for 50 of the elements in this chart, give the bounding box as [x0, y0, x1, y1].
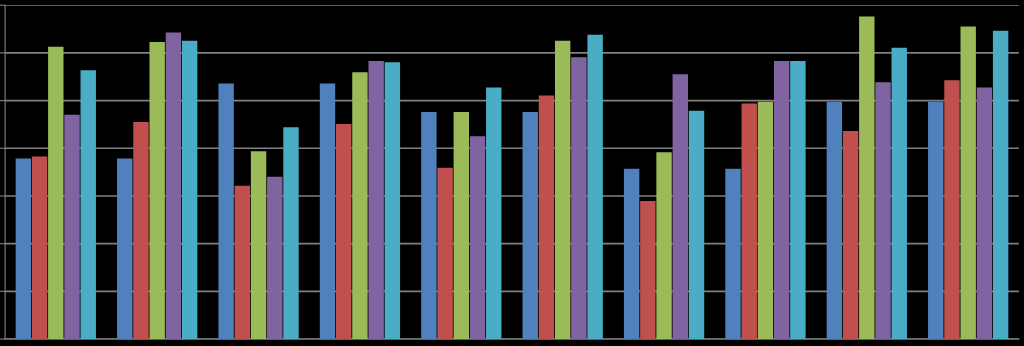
bar — [875, 82, 891, 340]
bar — [267, 176, 283, 340]
bar — [992, 30, 1009, 340]
bar — [891, 47, 907, 340]
bar — [640, 201, 656, 340]
bar — [826, 101, 843, 340]
bar — [48, 46, 64, 340]
bar — [522, 111, 538, 340]
bar — [688, 110, 705, 340]
bar — [928, 101, 944, 340]
bar — [656, 152, 672, 340]
bar — [234, 185, 251, 340]
bar — [15, 158, 32, 340]
bar — [453, 111, 470, 340]
bar — [773, 61, 790, 340]
bar — [283, 127, 299, 340]
bar — [790, 61, 806, 340]
bar — [80, 70, 96, 340]
bar — [672, 74, 688, 340]
bar — [133, 121, 149, 340]
bar — [165, 32, 182, 340]
bar — [554, 40, 571, 340]
bar — [538, 95, 555, 340]
bar — [469, 136, 486, 340]
bar — [181, 40, 198, 340]
bar — [319, 83, 336, 340]
bar — [741, 103, 757, 340]
bar — [352, 72, 368, 340]
bar — [725, 168, 741, 340]
bar — [571, 57, 587, 340]
bar — [976, 87, 993, 340]
bar — [421, 111, 437, 340]
bar — [587, 34, 603, 340]
bar — [757, 101, 774, 340]
bar — [960, 26, 976, 340]
bar — [944, 80, 960, 340]
bar — [623, 168, 640, 340]
bar — [842, 131, 859, 340]
bar — [250, 151, 267, 340]
bar — [486, 87, 502, 340]
bar — [218, 83, 234, 340]
bar — [336, 123, 352, 340]
bar — [368, 61, 384, 340]
bar — [31, 156, 48, 340]
bar — [437, 167, 453, 340]
bar — [64, 114, 80, 340]
bar — [149, 41, 165, 340]
bar — [384, 62, 401, 340]
bar — [117, 158, 133, 340]
bar — [859, 16, 875, 340]
